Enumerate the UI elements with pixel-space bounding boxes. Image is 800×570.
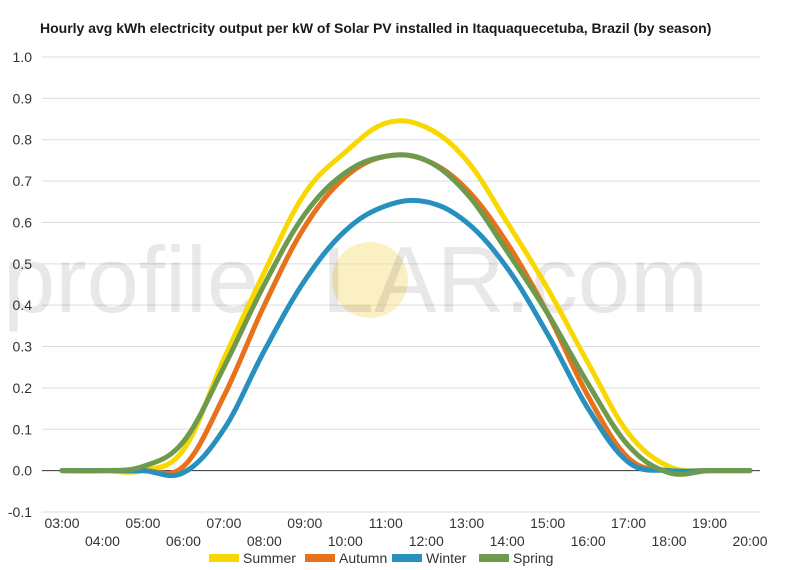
watermark-text: profileSLAR.com — [3, 227, 708, 332]
y-tick-label: 0.5 — [13, 256, 33, 272]
watermark-sun-icon — [332, 242, 408, 318]
y-tick-label: 0.4 — [13, 297, 33, 313]
legend: Summer Autumn Winter Spring — [209, 550, 553, 566]
legend-swatch-summer — [209, 554, 239, 562]
x-tick-label: 05:00 — [125, 515, 160, 531]
x-tick-label: 10:00 — [328, 533, 363, 549]
y-tick-label: 0.1 — [13, 421, 33, 437]
legend-swatch-winter — [392, 554, 422, 562]
series-line-spring — [59, 152, 753, 477]
y-tick-label: 1.0 — [13, 49, 33, 65]
x-tick-label: 08:00 — [247, 533, 282, 549]
y-axis: -0.1 0.0 0.1 0.2 0.3 0.4 0.5 0.6 0.7 0.8 0.9 1.0 — [8, 49, 32, 520]
y-tick-label: 0.6 — [13, 214, 33, 230]
x-tick-label: 03:00 — [44, 515, 79, 531]
y-tick-label: 0.7 — [13, 173, 33, 189]
y-tick-label: 0.0 — [13, 463, 33, 479]
x-tick-label: 04:00 — [85, 533, 120, 549]
x-tick-label: 20:00 — [732, 533, 767, 549]
series-lines — [59, 118, 753, 479]
legend-label-spring: Spring — [513, 550, 553, 566]
x-tick-label: 06:00 — [166, 533, 201, 549]
series-line-winter — [59, 197, 753, 479]
x-tick-label: 15:00 — [530, 515, 565, 531]
legend-label-winter: Winter — [426, 550, 467, 566]
legend-label-autumn: Autumn — [339, 550, 387, 566]
y-tick-label: -0.1 — [8, 504, 32, 520]
chart-title: Hourly avg kWh electricity output per kW… — [40, 20, 711, 36]
legend-swatch-spring — [479, 554, 509, 562]
watermark: profileSLAR.com — [3, 227, 708, 332]
legend-swatch-autumn — [305, 554, 335, 562]
x-tick-label: 11:00 — [369, 515, 403, 531]
x-tick-label: 19:00 — [692, 515, 727, 531]
watermark-text-part1: profile — [3, 227, 259, 332]
x-tick-label: 14:00 — [490, 533, 525, 549]
y-tick-label: 0.2 — [13, 380, 33, 396]
y-tick-label: 0.8 — [13, 132, 33, 148]
x-tick-label: 16:00 — [571, 533, 606, 549]
x-tick-label: 07:00 — [206, 515, 241, 531]
x-tick-label: 13:00 — [449, 515, 484, 531]
x-tick-label: 17:00 — [611, 515, 646, 531]
y-tick-label: 0.3 — [13, 339, 33, 355]
y-tick-label: 0.9 — [13, 90, 33, 106]
x-tick-label: 12:00 — [409, 533, 444, 549]
legend-label-summer: Summer — [243, 550, 296, 566]
series-line-summer — [59, 118, 753, 475]
x-tick-label: 18:00 — [652, 533, 687, 549]
x-axis: 03:00 04:00 05:00 06:00 07:00 08:00 09:00 10:00… — [44, 515, 767, 549]
x-tick-label: 09:00 — [287, 515, 322, 531]
